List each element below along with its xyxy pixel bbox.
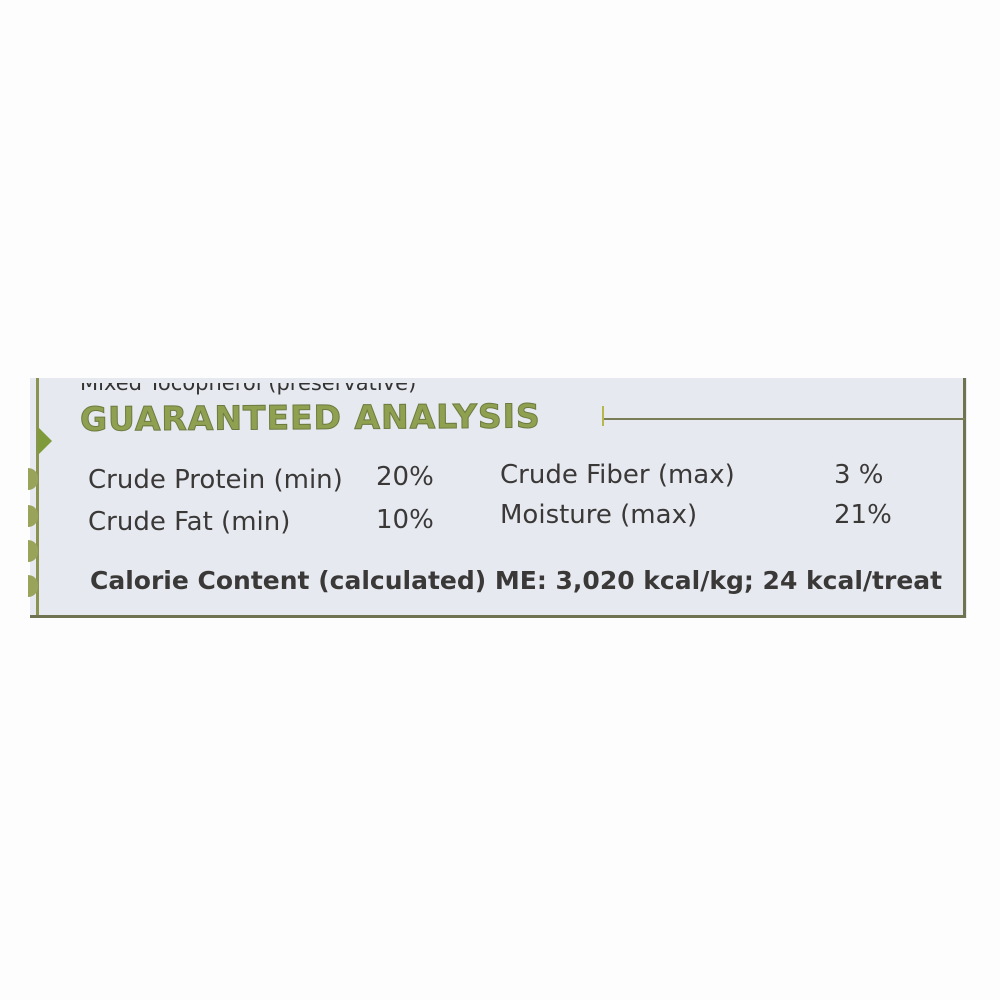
heading-rule: [604, 418, 965, 420]
section-heading: GUARANTEED ANALYSIS: [79, 396, 541, 439]
border-scallop: [28, 540, 38, 562]
border-scallop: [28, 505, 38, 527]
rule-tick: [602, 406, 604, 426]
row-name: Crude Fat (min): [88, 507, 291, 537]
heading-arrow-icon: [38, 427, 52, 455]
row-name: Crude Protein (min): [88, 465, 343, 495]
cut-off-ingredient-line: Mixed Tocopherol (preservative): [80, 383, 416, 397]
ingredient-text: Mixed Tocopherol (preservative): [80, 383, 417, 395]
row-name: Moisture (max): [500, 500, 698, 530]
border-scallop: [28, 468, 38, 490]
right-border: [963, 378, 966, 617]
calorie-content: Calorie Content (calculated) ME: 3,020 k…: [90, 566, 943, 595]
row-value: 21%: [834, 500, 892, 530]
left-border: [36, 378, 39, 618]
bottom-border: [30, 615, 966, 618]
row-name: Crude Fiber (max): [500, 460, 735, 490]
row-value: 10%: [376, 505, 434, 535]
border-scallop: [28, 575, 38, 597]
row-value: 3 %: [834, 460, 884, 490]
row-value: 20%: [376, 462, 434, 492]
